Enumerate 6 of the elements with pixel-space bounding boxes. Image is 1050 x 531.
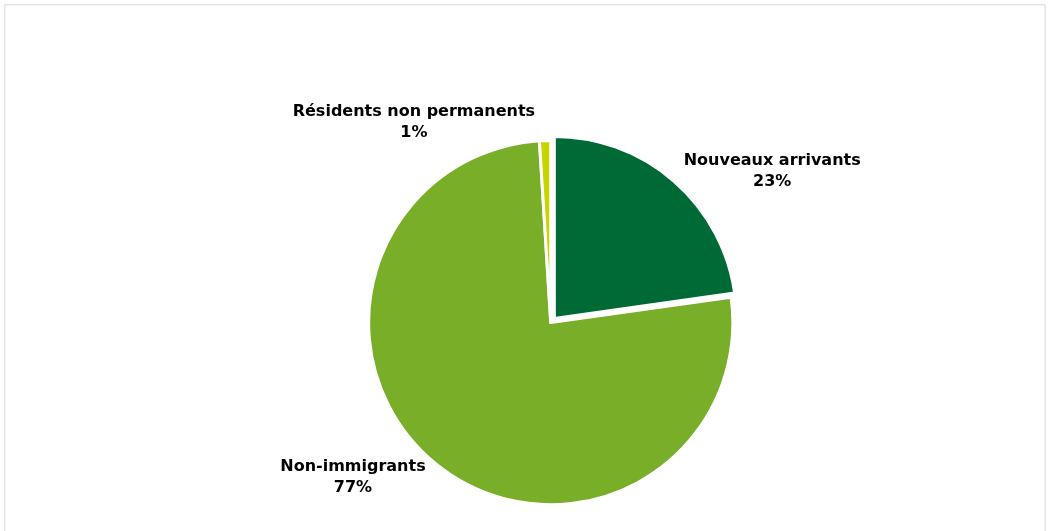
data-label: 77% — [333, 476, 373, 496]
data-label: 1% — [400, 121, 428, 141]
slice-label: Non-immigrants — [280, 455, 426, 475]
data-label: 23% — [753, 170, 792, 190]
slice-label: Nouveaux arrivants — [683, 149, 861, 169]
slice-label: Résidents non permanents — [292, 100, 536, 120]
